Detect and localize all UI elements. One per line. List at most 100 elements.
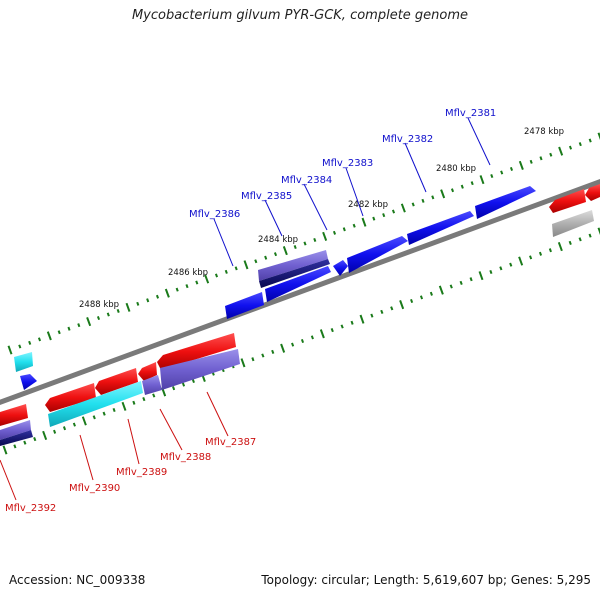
minor-tick [419,295,424,300]
minor-tick [489,269,493,275]
minor-tick [313,237,317,242]
major-tick [240,358,246,368]
gene-red-right-edge-b[interactable] [585,184,600,201]
minor-tick [96,316,101,321]
gene-cyan-rna-mflv-2390[interactable] [48,381,143,427]
minor-tick [112,407,116,413]
forward-strand-track [20,186,536,390]
gene-cyan-small-left[interactable] [14,352,33,372]
minor-tick [172,386,176,391]
minor-tick [460,184,464,189]
gene-mflv-2389[interactable] [95,368,138,395]
label-mflv-2390[interactable]: Mflv_2390 [69,483,120,494]
minor-tick [500,170,504,175]
gene-mflv-2384[interactable] [333,260,348,276]
major-tick [46,331,52,341]
minor-tick [273,252,278,257]
minor-tick [421,198,425,203]
gene-mflv-2388-cog [142,375,162,395]
major-tick [518,160,524,170]
label-mflv-2387[interactable]: Mflv_2387 [205,437,256,448]
minor-tick [490,174,494,179]
minor-tick [142,397,146,402]
minor-tick [261,353,265,358]
major-tick [280,343,286,353]
gene-mflv-2387[interactable] [157,333,236,370]
minor-tick [234,266,238,271]
major-tick [438,285,444,295]
major-tick [121,401,127,411]
minor-tick [185,284,189,289]
gene-mflv-2381[interactable] [475,186,536,219]
label-mflv-2392[interactable]: Mflv_2392 [5,503,56,514]
genome-summary-text: Topology: circular; Length: 5,619,607 bp… [261,573,591,587]
minor-tick [18,344,22,349]
major-tick [440,189,446,199]
minor-tick [146,298,150,303]
minor-tick [449,284,453,289]
major-tick [399,300,405,310]
gene-gray-right-edge[interactable] [552,210,594,237]
minor-tick [509,262,513,267]
minor-tick [330,328,334,333]
gene-mflv-2385[interactable] [265,266,331,302]
gene-mflv-2392-cog [0,420,31,440]
label-mflv-2388[interactable]: Mflv_2388 [160,452,211,463]
tick-label-2488: 2488 kbp [79,300,119,310]
major-tick [319,329,325,339]
label-mflv-2385[interactable]: Mflv_2385 [241,191,292,202]
minor-tick [509,166,514,171]
tick-label-2482: 2482 kbp [348,200,388,210]
minor-tick [132,400,136,405]
map-title: Mycobacterium gilvum PYR-GCK, complete g… [131,8,469,23]
minor-tick [372,216,376,221]
gene-mflv-2382[interactable] [407,211,474,245]
minor-tick [303,241,307,246]
major-tick [400,203,406,213]
minor-tick [431,195,435,200]
minor-tick [181,382,186,387]
label-mflv-2381[interactable]: Mflv_2381 [445,108,496,119]
minor-tick [191,378,195,384]
gene-mflv-2388[interactable] [138,362,157,381]
minor-tick [175,287,179,292]
gene-mflv-2390[interactable] [45,383,96,412]
major-tick [597,227,600,235]
minor-tick [370,313,374,318]
gene-red-right-edge-a[interactable] [549,189,586,213]
minor-tick [72,422,76,427]
major-tick [478,271,484,281]
minor-tick [411,202,415,207]
label-mflv-2384[interactable]: Mflv_2384 [281,175,332,186]
label-mflv-2382[interactable]: Mflv_2382 [382,134,433,145]
minor-tick [37,337,42,342]
minor-tick [352,223,356,228]
gene-blue-left-small[interactable] [20,374,37,390]
major-tick [557,241,563,252]
minor-tick [116,308,120,313]
minor-tick [23,440,27,445]
minor-tick [340,324,344,329]
minor-tick [382,213,386,218]
minor-tick [539,156,543,161]
gene-mflv-2392[interactable] [0,404,28,426]
minor-tick [77,323,81,328]
major-tick [282,246,288,256]
gene-mflv-2386[interactable] [225,292,264,319]
minor-tick [293,245,297,250]
minor-tick [136,301,140,306]
label-mflv-2386[interactable]: Mflv_2386 [189,209,240,220]
minor-tick [155,294,160,299]
minor-tick [195,280,199,285]
minor-tick [102,411,106,416]
major-tick [322,231,328,241]
genome-backbone [0,179,600,405]
minor-tick [13,444,17,449]
major-tick [86,317,92,327]
label-mflv-2383[interactable]: Mflv_2383 [322,158,373,169]
gene-mflv-2383[interactable] [347,236,408,273]
minor-tick [291,342,295,347]
tick-label-2480: 2480 kbp [436,164,476,174]
label-mflv-2389[interactable]: Mflv_2389 [116,467,167,478]
